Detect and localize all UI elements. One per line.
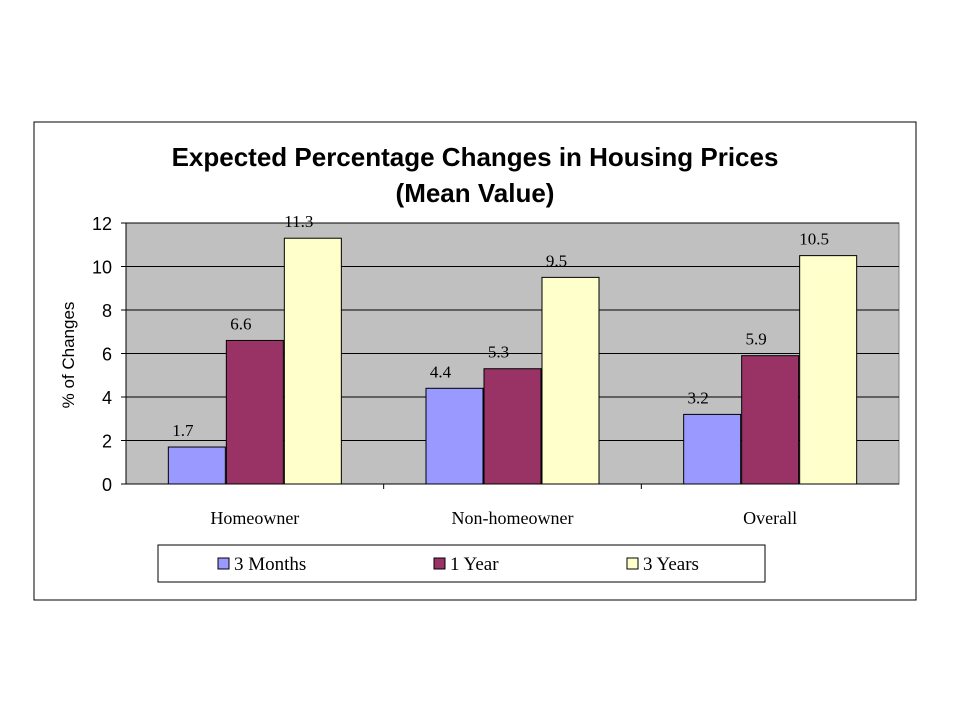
data-label: 4.4 [430, 362, 452, 381]
bar-3-months [167, 446, 226, 485]
legend-swatch [626, 557, 639, 570]
data-label: 11.3 [284, 212, 313, 231]
legend-label: 3 Months [234, 554, 306, 575]
bar-1-year [483, 368, 542, 485]
y-tick-label: 10 [92, 258, 112, 278]
legend-label: 3 Years [643, 554, 699, 575]
bar-1-year [741, 355, 800, 485]
chart-subtitle: (Mean Value) [396, 178, 555, 208]
x-tick-label: Overall [743, 508, 797, 528]
legend-swatch [217, 557, 230, 570]
data-label: 5.9 [746, 330, 767, 349]
data-label: 6.6 [230, 314, 251, 333]
bar-1-year [225, 339, 284, 485]
x-tick-label: Homeowner [210, 508, 299, 528]
data-label: 1.7 [172, 421, 194, 440]
y-tick-label: 6 [102, 345, 112, 365]
y-tick-label: 2 [102, 432, 112, 452]
data-label: 3.2 [688, 388, 709, 407]
bar-3-years [799, 255, 858, 485]
legend-box [157, 544, 766, 583]
data-label: 9.5 [546, 251, 567, 270]
y-tick-label: 4 [102, 388, 112, 408]
legend: 3 Months 1 Year 3 Years [157, 544, 766, 583]
legend-swatch [433, 557, 446, 570]
y-tick-label: 0 [102, 475, 112, 495]
y-tick-label: 12 [92, 214, 112, 234]
bar-3-months [683, 413, 742, 485]
bar-3-years [283, 237, 342, 485]
data-label: 5.3 [488, 343, 509, 362]
y-tick-label: 8 [102, 301, 112, 321]
chart-title: Expected Percentage Changes in Housing P… [172, 142, 779, 172]
bar-3-years [541, 276, 600, 485]
y-axis-label: % of Changes [59, 302, 78, 409]
bar-3-months [425, 387, 484, 485]
plot-area: 0 2 4 6 8 10 12 1.7 6.6 11.3 Homeowner 4.4 5.3 9.5 Non… [92, 212, 900, 528]
legend-label: 1 Year [450, 554, 499, 575]
data-label: 10.5 [799, 230, 829, 249]
x-tick-label: Non-homeowner [452, 508, 574, 528]
